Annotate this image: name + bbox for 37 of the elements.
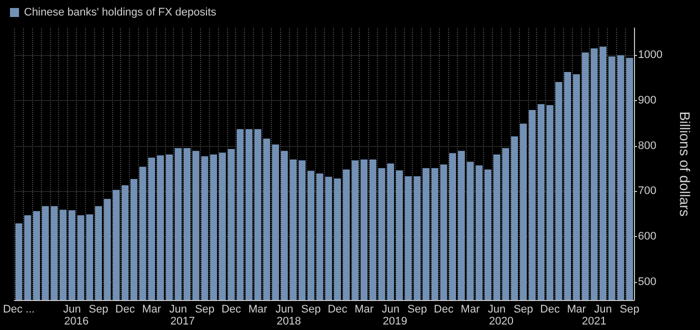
x-tick-label: Jun [382, 304, 400, 316]
y-tick-label: 1000 [638, 49, 662, 62]
x-tick-label: Jun [63, 304, 81, 316]
x-tick-label: Dec [434, 304, 454, 316]
y-tick-label: 900 [638, 94, 656, 107]
x-tick-label: Sep [514, 304, 534, 316]
x-tick-label: Sep [620, 304, 640, 316]
x-tick-label: Dec [221, 304, 242, 316]
y-tick-label: 600 [638, 230, 656, 243]
x-tick-label: Dec ... [2, 304, 35, 316]
x-tick-label: Jun [488, 304, 506, 316]
y-tick-label: 800 [638, 140, 656, 152]
text: 2016 [64, 316, 89, 328]
x-tick-label: Mar [142, 304, 162, 316]
x-tick-label: Sep [88, 304, 108, 316]
x-tick-label: Dec [328, 304, 348, 316]
x-tick-label: Dec [540, 304, 560, 316]
y-tick-label: 700 [638, 185, 656, 198]
x-tick-label: Dec [115, 304, 136, 316]
legend-label: Chinese banks' holdings of FX deposits [24, 6, 217, 18]
x-tick-label: Jun [169, 304, 188, 316]
text: 2018 [276, 316, 302, 328]
x-tick-label: Mar [460, 304, 480, 316]
x-tick-label: Jun [276, 304, 294, 316]
x-tick-label: Mar [566, 304, 586, 316]
y-axis-title: Billions of dollars [677, 111, 693, 217]
y-tick-label: 500 [638, 276, 656, 288]
text: 2021 [582, 316, 606, 328]
x-tick-label: Mar [248, 304, 268, 316]
x-tick-label: Sep [407, 304, 427, 316]
x-tick-label: Sep [194, 304, 215, 316]
text: 2017 [170, 316, 195, 328]
x-tick-label: Sep [301, 304, 321, 316]
text: 2019 [382, 316, 408, 328]
x-tick-label: Jun [594, 304, 612, 316]
text: 2020 [488, 316, 514, 328]
x-tick-label: Mar [354, 304, 374, 316]
